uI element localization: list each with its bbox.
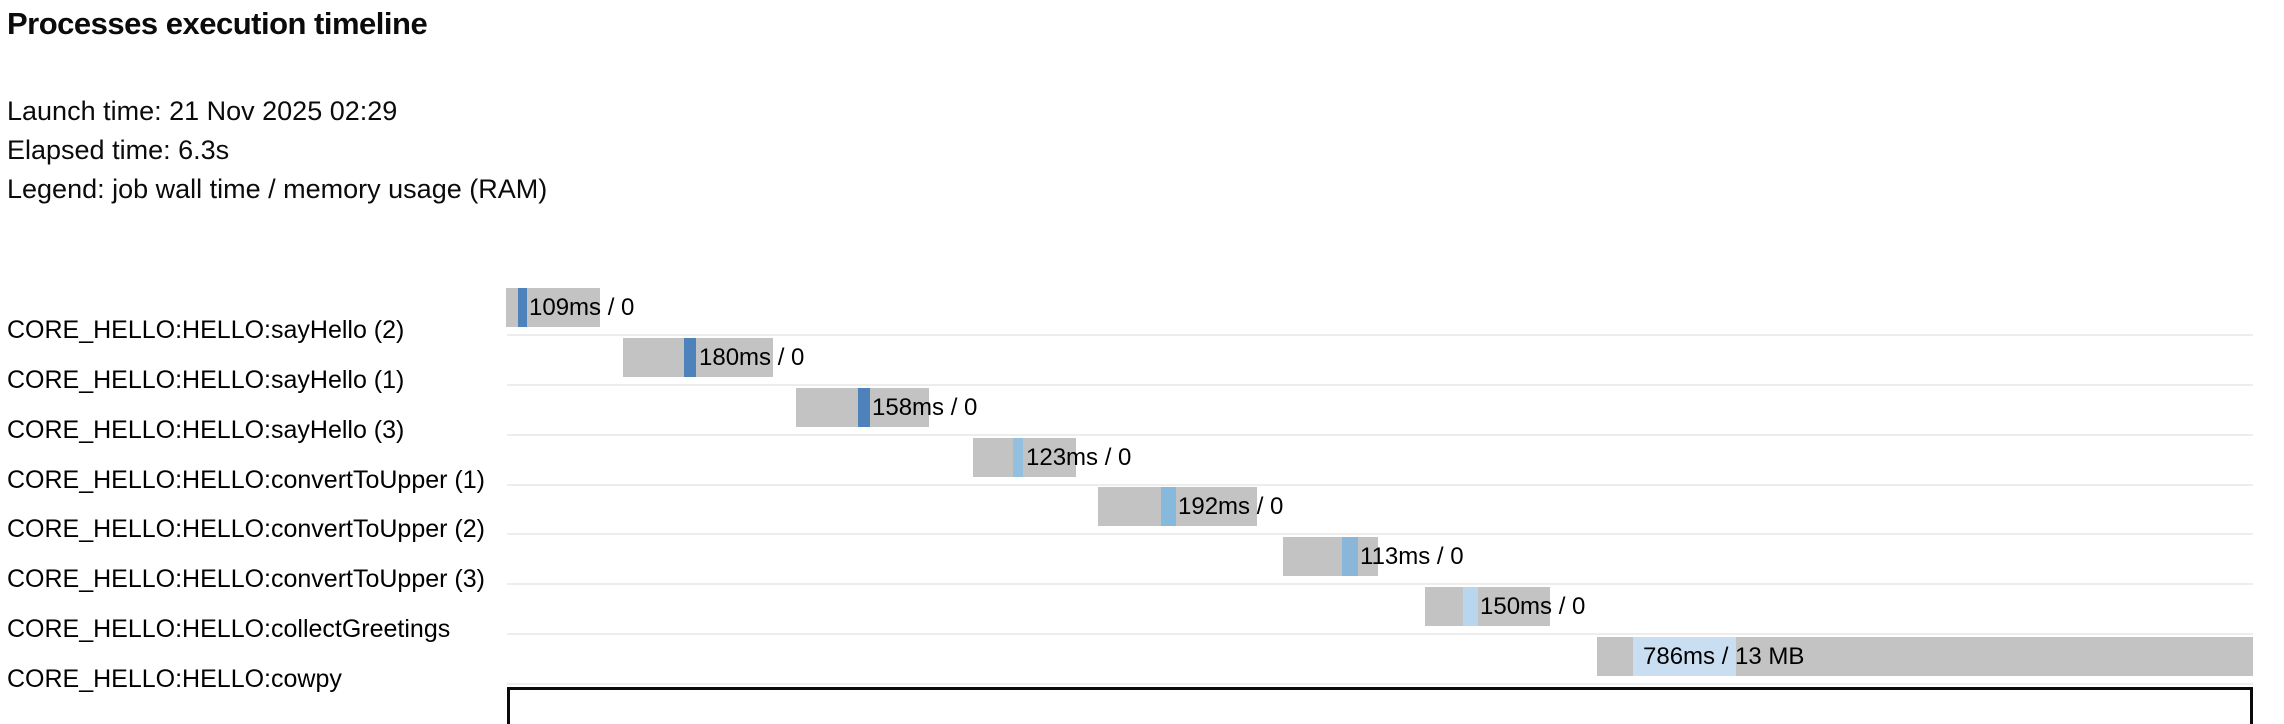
task-name-label: CORE_HELLO:HELLO:collectGreetings [7,615,451,643]
timeline-row: CORE_HELLO:HELLO:collectGreetings 150ms /… [0,587,2284,643]
task-duration-label: 123ms / 0 [1026,444,1132,471]
row-separator [507,484,2253,486]
task-wait-bar [1425,587,1550,626]
task-wait-bar [1098,487,1257,526]
task-duration-label: 192ms / 0 [1178,493,1284,520]
task-wait-bar [623,338,773,377]
task-name-label: CORE_HELLO:HELLO:sayHello (2) [7,316,405,344]
task-run-bar [1013,438,1023,477]
task-duration-label: 113ms / 0 [1360,543,1464,570]
timeline-row: CORE_HELLO:HELLO:sayHello (2) 109ms / 0 [0,288,2284,344]
task-wait-bar [973,438,1076,477]
task-run-bar [684,338,696,377]
row-separator [507,533,2253,535]
row-separator [507,633,2253,635]
task-duration-label: 150ms / 0 [1480,593,1586,620]
elapsed-time-text: Elapsed time: 6.3s [7,135,230,165]
timeline-row: CORE_HELLO:HELLO:cowpy 786ms / 13 MB [0,637,2284,693]
task-wait-bar [1283,537,1378,576]
timeline-row: CORE_HELLO:HELLO:convertToUpper (2) 192ms… [0,487,2284,543]
task-run-bar [858,388,870,427]
timeline-row: CORE_HELLO:HELLO:sayHello (1) 180ms / 0 [0,338,2284,394]
task-duration-label: 158ms / 0 [872,394,978,421]
row-separator [507,334,2253,336]
page-title: Processes execution timeline [7,6,428,41]
timeline-row: CORE_HELLO:HELLO:sayHello (3) 158ms / 0 [0,388,2284,444]
timeline-row: CORE_HELLO:HELLO:convertToUpper (1) 123ms… [0,438,2284,494]
legend-text: Legend: job wall time / memory usage (RA… [7,174,548,204]
task-duration-label: 180ms / 0 [699,344,805,371]
row-separator [507,683,2253,685]
task-duration-label: 109ms / 0 [529,294,635,321]
row-separator [507,583,2253,585]
row-separator [507,384,2253,386]
report-meta: Launch time: 21 Nov 2025 02:29 Elapsed t… [7,92,547,209]
task-name-label: CORE_HELLO:HELLO:convertToUpper (1) [7,466,485,494]
task-run-bar [518,288,527,327]
task-run-bar [1342,537,1358,576]
row-separator [507,434,2253,436]
task-name-label: CORE_HELLO:HELLO:cowpy [7,665,342,693]
axis-box [507,687,2253,724]
task-run-bar [1633,637,1736,676]
launch-time-text: Launch time: 21 Nov 2025 02:29 [7,96,398,126]
task-duration-label: 786ms / 13 MB [1643,643,1805,670]
task-run-bar [1161,487,1176,526]
task-name-label: CORE_HELLO:HELLO:sayHello (1) [7,366,405,394]
task-run-bar [1463,587,1478,626]
timeline-row: CORE_HELLO:HELLO:convertToUpper (3) 113ms… [0,537,2284,593]
task-name-label: CORE_HELLO:HELLO:convertToUpper (2) [7,515,485,543]
task-name-label: CORE_HELLO:HELLO:sayHello (3) [7,416,405,444]
task-name-label: CORE_HELLO:HELLO:convertToUpper (3) [7,565,485,593]
